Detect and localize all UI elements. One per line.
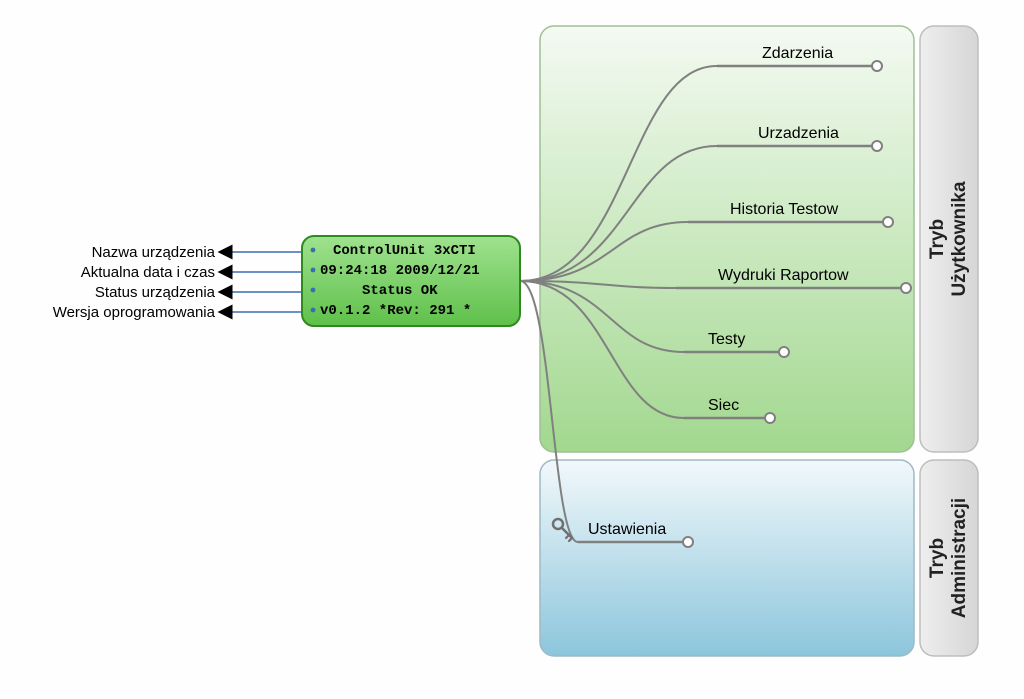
- branch-label: Testy: [708, 331, 745, 348]
- branch-bar: [717, 145, 877, 148]
- branch-label: Siec: [708, 397, 739, 414]
- device-line-dot: [311, 288, 316, 293]
- callout-label: Aktualna data i czas: [81, 264, 215, 281]
- branch-node: [765, 413, 775, 423]
- branch-bar: [717, 65, 877, 68]
- device-line-dot: [311, 308, 316, 313]
- branch-node: [883, 217, 893, 227]
- branch-bar: [676, 287, 906, 290]
- svg-text:Użytkownika: Użytkownika: [949, 181, 970, 297]
- device-line-2: Status OK: [362, 283, 438, 299]
- branch-node: [901, 283, 911, 293]
- branch-bar: [684, 351, 784, 354]
- branch-node: [779, 347, 789, 357]
- branch-node: [683, 537, 693, 547]
- device-line-dot: [311, 268, 316, 273]
- callout-1: Aktualna data i czas: [81, 264, 302, 281]
- callout-2: Status urządzenia: [95, 284, 302, 301]
- callout-label: Nazwa urządzenia: [92, 244, 216, 261]
- svg-text:Tryb: Tryb: [927, 219, 948, 259]
- branch-label: Zdarzenia: [762, 45, 833, 62]
- admin-mode-panel: [540, 460, 914, 656]
- device-line-1: 09:24:18 2009/12/21: [320, 263, 480, 279]
- device-line-0: ControlUnit 3xCTI: [333, 243, 476, 259]
- branch-node: [872, 141, 882, 151]
- callout-label: Status urządzenia: [95, 284, 216, 301]
- svg-text:Tryb: Tryb: [927, 538, 948, 578]
- device-line-3: v0.1.2 *Rev: 291 *: [320, 303, 471, 319]
- device-line-dot: [311, 248, 316, 253]
- branch-label: Historia Testow: [730, 201, 839, 218]
- branch-label: Wydruki Raportow: [718, 267, 849, 284]
- branch-bar: [684, 417, 770, 420]
- callout-label: Wersja oprogramowania: [53, 304, 216, 321]
- svg-text:Administracji: Administracji: [949, 498, 970, 618]
- callout-3: Wersja oprogramowania: [53, 304, 302, 321]
- user-mode-panel: [540, 26, 914, 452]
- branch-label: Urzadzenia: [758, 125, 839, 142]
- branch-node: [872, 61, 882, 71]
- branch-bar: [578, 541, 688, 544]
- branch-bar: [688, 221, 888, 224]
- callout-0: Nazwa urządzenia: [92, 244, 302, 261]
- branch-label: Ustawienia: [588, 521, 666, 538]
